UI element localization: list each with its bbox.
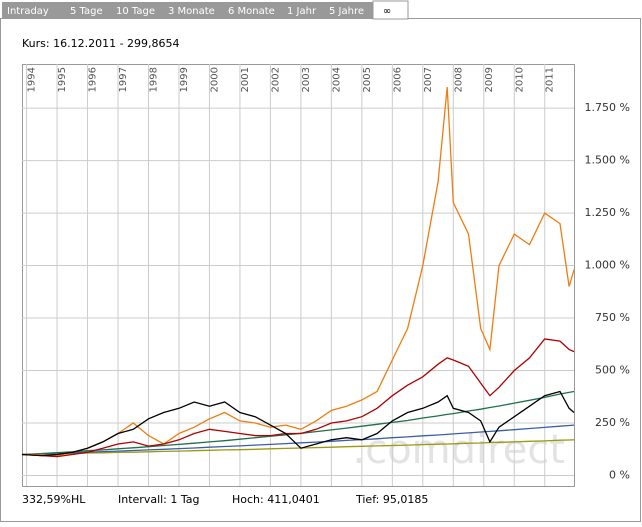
x-tick-label: 1996 <box>88 67 99 92</box>
footer-text: 332,59%HL <box>22 493 86 506</box>
tab-label[interactable]: ∞ <box>383 6 391 17</box>
tab-label[interactable]: 1 Jahr <box>287 6 317 17</box>
y-tick-label: 1.250 % <box>585 206 630 219</box>
x-tick-label: 1995 <box>57 67 68 92</box>
x-tick-label: 2011 <box>545 67 556 92</box>
tab[interactable] <box>325 3 372 18</box>
y-tick-label: 1.500 % <box>585 154 630 167</box>
x-tick-label: 2010 <box>514 67 525 92</box>
series-line <box>21 439 575 456</box>
footer-text: Tief: 95,0185 <box>355 493 428 506</box>
x-tick-label: 2003 <box>301 67 312 92</box>
series-line <box>22 87 575 457</box>
tab[interactable] <box>3 3 65 18</box>
footer-text: Intervall: 1 Tag <box>118 493 200 506</box>
x-tick-label: 2001 <box>240 67 251 92</box>
x-tick-label: 1994 <box>27 67 38 92</box>
y-tick-label: 1.750 % <box>585 101 630 114</box>
watermark: .comdirect <box>353 427 566 473</box>
tab[interactable] <box>224 3 282 18</box>
kurs: Kurs: 16.12.2011 - 299,8654 <box>22 37 180 50</box>
x-tick-label: 1999 <box>179 67 190 92</box>
tab-label[interactable]: 6 Monate <box>228 6 275 17</box>
x-tick-label: 2006 <box>392 67 403 92</box>
y-tick-label: 0 % <box>609 469 630 482</box>
tab[interactable] <box>164 3 223 18</box>
series-line <box>21 338 575 458</box>
tab[interactable] <box>66 3 111 18</box>
tab-label[interactable]: 10 Tage <box>116 6 155 17</box>
x-tick-label: 1998 <box>148 67 159 92</box>
y-tick-label: 500 % <box>595 364 630 377</box>
x-tick-label: 2009 <box>484 67 495 92</box>
tab-label[interactable]: 5 Jahre <box>329 6 364 17</box>
x-tick-label: 1997 <box>118 67 129 92</box>
y-tick-label: 1.000 % <box>585 259 630 272</box>
x-tick-label: 2005 <box>362 67 373 92</box>
tab[interactable] <box>112 3 163 18</box>
tab[interactable] <box>283 3 324 18</box>
tab[interactable] <box>372 0 409 20</box>
tab-label[interactable]: 5 Tage <box>70 6 103 17</box>
series-line <box>21 390 575 457</box>
y-tick-label: 750 % <box>595 311 630 324</box>
x-tick-label: 2007 <box>423 67 434 92</box>
x-tick-label: 2008 <box>453 67 464 92</box>
x-tick-label: 2000 <box>209 67 220 92</box>
x-tick-label: 2002 <box>270 67 281 92</box>
series-line <box>21 390 575 456</box>
tab-label[interactable]: 3 Monate <box>168 6 215 17</box>
plot-area <box>22 64 575 487</box>
footer-text: Hoch: 411,0401 <box>232 493 320 506</box>
x-tick-label: 2004 <box>331 67 342 92</box>
y-tick-label: 250 % <box>595 416 630 429</box>
tab-label[interactable]: Intraday <box>7 6 49 17</box>
